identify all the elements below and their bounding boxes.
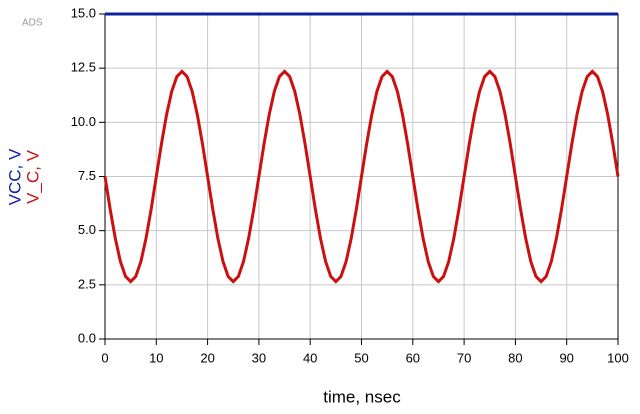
x-tick-label: 80 [508, 350, 522, 365]
x-axis-label: time, nsec [323, 387, 401, 406]
x-tick-label: 0 [101, 350, 108, 365]
y-tick-label: 5.0 [78, 222, 96, 237]
y-tick-label: 10.0 [71, 114, 96, 129]
y-tick-label: 7.5 [78, 168, 96, 183]
legend-label: VCC, V [5, 148, 24, 205]
watermark: ADS [22, 18, 43, 29]
legend-label: V_C, V [23, 149, 42, 204]
x-tick-label: 70 [457, 350, 471, 365]
x-tick-label: 20 [200, 350, 214, 365]
x-tick-label: 100 [607, 350, 629, 365]
x-tick-label: 90 [559, 350, 573, 365]
x-tick-label: 40 [303, 350, 317, 365]
y-tick-label: 12.5 [71, 60, 96, 75]
y-tick-label: 0.0 [78, 330, 96, 345]
series-line [103, 69, 620, 284]
y-tick-label: 15.0 [71, 5, 96, 20]
x-tick-label: 10 [149, 350, 163, 365]
x-tick-label: 60 [406, 350, 420, 365]
x-tick-label: 50 [354, 350, 368, 365]
y-tick-label: 2.5 [78, 276, 96, 291]
x-tick-label: 30 [252, 350, 266, 365]
